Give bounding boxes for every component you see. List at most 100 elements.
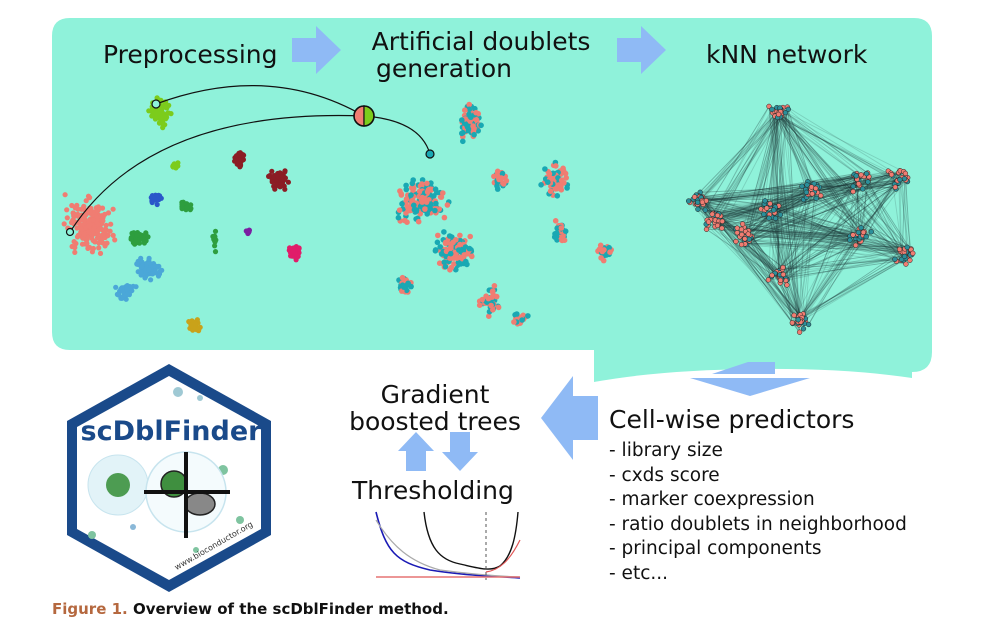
cell-point — [561, 168, 567, 174]
cell-point — [905, 245, 910, 250]
cell-point — [95, 235, 100, 240]
cell-point — [453, 237, 459, 243]
cell-point — [768, 201, 773, 206]
cell-point — [542, 166, 548, 172]
cell-point — [416, 219, 422, 225]
label-gradient-boosted-trees: Gradient boosted trees — [330, 381, 540, 435]
label-gbt-line1: Gradient — [330, 381, 540, 408]
cell-point — [270, 179, 275, 184]
cell-point — [139, 269, 144, 274]
cell-point — [448, 251, 454, 257]
cell-point — [770, 107, 775, 112]
cell-point — [854, 174, 859, 179]
cell-point — [79, 226, 84, 231]
cell-point — [460, 139, 466, 145]
cell-point — [785, 283, 790, 288]
cell-point — [238, 150, 243, 155]
cell-point — [142, 240, 147, 245]
cell-point — [100, 232, 105, 237]
cell-point — [553, 163, 559, 169]
cell-point — [781, 265, 786, 270]
cell-point — [778, 278, 783, 283]
cell-point — [140, 264, 145, 269]
cell-point — [767, 216, 772, 221]
label-doublets-generation: Artificial doublets generation — [366, 28, 596, 82]
cell-point — [198, 325, 203, 330]
cell-point — [494, 183, 500, 189]
cell-point — [399, 201, 405, 207]
cell-point — [504, 178, 510, 184]
cell-point — [805, 183, 810, 188]
cell-point — [294, 257, 299, 262]
cell-point — [538, 182, 544, 188]
cell-point — [851, 189, 856, 194]
cell-point — [148, 277, 153, 282]
cell-point — [164, 115, 169, 120]
cell-point — [408, 192, 414, 198]
cell-point — [514, 311, 520, 317]
cell-point — [435, 233, 441, 239]
predictor-item: - marker coexpression — [609, 488, 907, 513]
cell-point — [246, 229, 251, 234]
cell-point — [856, 181, 861, 186]
cell-point — [739, 242, 744, 247]
cell-point — [869, 229, 874, 234]
cell-point — [417, 189, 423, 195]
cell-point — [902, 254, 907, 259]
cell-point — [776, 112, 781, 117]
cell-point — [902, 176, 907, 181]
cell-point — [467, 246, 473, 252]
cell-point — [706, 220, 711, 225]
cell-point — [213, 229, 218, 234]
cell-point — [692, 195, 697, 200]
cell-point — [402, 218, 408, 224]
cell-point — [111, 207, 116, 212]
cell-point — [149, 113, 154, 118]
label-doublets-line2: generation — [366, 55, 596, 82]
cell-point — [813, 186, 818, 191]
cell-point — [213, 249, 218, 254]
cell-point — [739, 227, 744, 232]
cell-point — [82, 217, 87, 222]
cell-point — [433, 186, 439, 192]
predictor-item: - ratio doublets in neighborhood — [609, 513, 907, 538]
cell-point — [861, 230, 866, 235]
cell-point — [511, 319, 517, 325]
cell-point — [720, 219, 725, 224]
cell-point — [553, 218, 559, 224]
caption-text: Overview of the scDblFinder method. — [128, 600, 449, 618]
predictor-item: - library size — [609, 439, 907, 464]
arrow-predictors-to-gbt — [541, 376, 598, 460]
cell-point — [447, 267, 453, 273]
arrow-up-to-gbt — [398, 432, 434, 471]
cell-point — [761, 212, 766, 217]
cell-point — [91, 231, 96, 236]
cell-point — [96, 240, 101, 245]
cell-point — [547, 171, 553, 177]
cell-point — [211, 237, 216, 242]
cell-point — [859, 172, 864, 177]
label-preprocessing: Preprocessing — [103, 41, 277, 68]
cell-point — [500, 171, 506, 177]
scdblfinder-logo: scDblFinder www.bioconductor.org — [67, 364, 271, 592]
cell-point — [96, 245, 101, 250]
cell-point — [437, 244, 443, 250]
cell-point — [492, 283, 498, 289]
label-thresholding: Thresholding — [352, 477, 514, 504]
cell-point — [189, 322, 194, 327]
cell-point — [720, 226, 725, 231]
cell-point — [600, 249, 606, 255]
cell-point — [425, 189, 431, 195]
cell-point — [405, 204, 411, 210]
cell-point — [898, 177, 903, 182]
cell-point — [851, 233, 856, 238]
cell-point — [715, 213, 720, 218]
predictor-item: - principal components — [609, 537, 907, 562]
cell-point — [153, 197, 158, 202]
cell-point — [150, 271, 155, 276]
cell-point — [173, 165, 178, 170]
cell-point — [770, 273, 775, 278]
cell-point — [474, 117, 480, 123]
cell-point — [859, 225, 864, 230]
cell-point — [63, 192, 68, 197]
